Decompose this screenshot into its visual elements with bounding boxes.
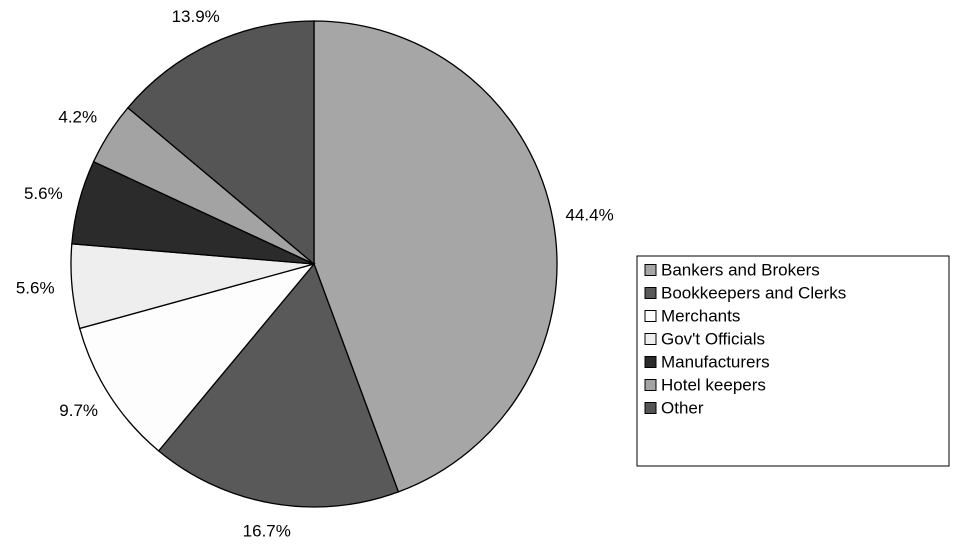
legend-label: Hotel keepers — [661, 375, 766, 394]
legend-swatch — [644, 379, 657, 391]
pie-slice — [157, 262, 400, 508]
pie-slice — [126, 20, 315, 266]
data-label: 13.9% — [172, 7, 220, 26]
data-label: 5.6% — [16, 279, 55, 298]
legend-swatch — [644, 310, 657, 322]
pie-slice — [313, 20, 558, 493]
legend-swatch — [644, 264, 657, 276]
pie-slice — [78, 262, 316, 452]
data-label: 16.7% — [243, 522, 291, 541]
data-label: 9.7% — [59, 401, 98, 420]
legend-label: Gov't Officials — [661, 329, 765, 348]
legend-label: Bookkeepers and Clerks — [661, 283, 846, 302]
legend-label: Manufacturers — [661, 352, 770, 371]
legend-label: Other — [661, 398, 704, 417]
legend-box — [636, 255, 950, 467]
legend-swatch — [644, 402, 657, 414]
legend-swatch — [644, 356, 657, 368]
data-label: 5.6% — [24, 184, 63, 203]
data-label: 44.4% — [566, 206, 614, 225]
legend-label: Merchants — [661, 306, 740, 325]
legend-swatch — [644, 333, 657, 345]
data-label: 4.2% — [58, 108, 97, 127]
legend-swatch — [644, 287, 657, 299]
legend-label: Bankers and Brokers — [661, 260, 820, 279]
